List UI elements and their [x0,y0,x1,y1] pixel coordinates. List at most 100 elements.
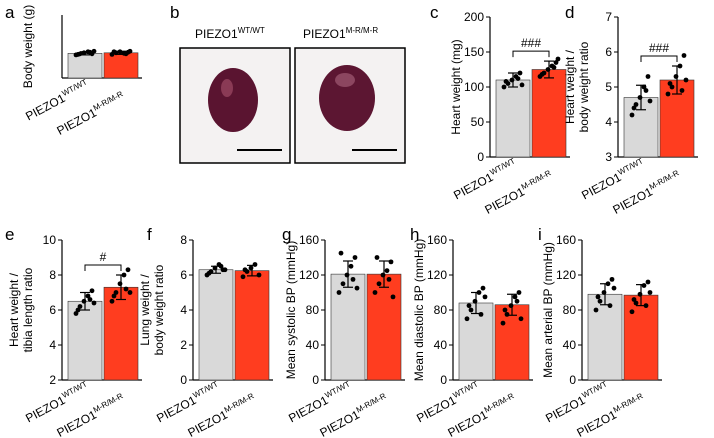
photo-panel: b PIEZO1WT/WT PIEZO1M-R/M-R [170,3,406,164]
significance-label: ### [649,41,669,55]
data-point [388,259,394,265]
panel-letter: d [565,3,574,22]
data-point [482,294,488,300]
bar [103,286,139,381]
label-base: PIEZO1 [543,393,588,426]
y-tick-label: 4 [180,303,187,317]
data-point [665,91,671,97]
label-base: PIEZO1 [446,407,491,438]
significance-bracket [512,50,550,58]
data-point [472,298,478,304]
data-point [553,60,559,65]
y-tick-label: 6 [180,268,187,282]
bar [67,53,103,79]
data-point [645,279,651,285]
panel-letter: i [538,225,542,244]
data-point [73,311,79,316]
data-point [248,265,254,271]
data-point [109,298,115,304]
data-point [376,281,382,287]
label-sup: WT/WT [238,26,265,35]
data-point [637,291,643,297]
data-point [127,48,133,54]
data-point [127,290,133,295]
data-point [125,267,131,273]
data-point [601,290,607,295]
data-point [629,309,635,315]
data-point [350,276,356,282]
bar [458,302,494,381]
y-tick-label: 7 [605,10,612,24]
data-point [683,77,689,83]
y-axis-label: Mean arterial BP (mmHg) [541,242,555,378]
significance-label: # [100,250,107,264]
label-base: PIEZO1 [611,184,656,217]
y-tick-label: 0 [569,373,576,387]
y-tick-label: 4 [49,338,56,352]
bar [67,300,103,381]
label-sup: WT/WT [451,379,479,400]
y-tick-label: 120 [427,268,447,282]
data-point [468,307,474,313]
y-axis-label: Mean systolic BP (mmHg) [284,241,298,379]
bar [198,269,234,381]
label-base: PIEZO1 [186,407,231,438]
data-point [77,304,83,309]
data-point [595,294,601,300]
data-point [500,320,506,326]
panel-letter: e [5,225,14,244]
data-point [611,285,617,291]
y-tick-label: 160 [427,233,447,247]
y-tick-label: 40 [306,338,320,352]
bar [494,304,530,381]
data-point [344,272,350,278]
label-base: PIEZO1 [575,407,620,438]
data-point [509,77,515,83]
data-point [87,297,93,302]
data-point [91,300,97,306]
label-base: PIEZO1 [318,407,363,438]
label-sup: M-R/M-R [346,26,379,35]
data-point [631,105,637,111]
data-point [206,270,212,276]
data-point [75,307,81,313]
y-tick-label: 0 [477,150,484,164]
data-point [501,84,507,90]
data-point [519,82,525,88]
y-tick-label: 80 [563,303,577,317]
y-tick-label: 200 [464,10,484,24]
data-point [516,290,522,295]
data-point [679,88,685,93]
label-base: PIEZO1 [23,91,68,124]
data-point [111,293,117,299]
data-point [508,303,514,309]
label-sup: WT/WT [60,379,88,400]
significance-bracket [640,55,678,62]
data-point [609,276,615,282]
label-sup: WT/WT [323,379,351,400]
data-point [645,74,651,79]
y-axis-label: Lung weight / [138,274,152,346]
data-point [354,285,360,291]
y-tick-label: 0 [440,373,447,387]
data-point [113,290,119,295]
data-point [633,300,639,306]
data-point [629,112,635,118]
data-point [384,268,390,274]
y-axis-label: Heart weight / [7,272,21,347]
data-point [91,48,97,54]
y-tick-label: 120 [299,268,319,282]
y-tick-label: 2 [180,338,187,352]
data-point [597,298,603,304]
label-sup: WT/WT [60,77,88,98]
data-point [123,286,129,292]
data-point [502,307,508,313]
data-point [380,272,386,278]
label-sup: M-R/M-R [648,168,681,191]
data-point [633,102,639,107]
bar [531,69,567,158]
y-tick-label: 150 [464,45,484,59]
data-point [545,67,551,72]
data-point [643,88,649,93]
photo-label: PIEZO1M-R/M-R [303,26,378,41]
